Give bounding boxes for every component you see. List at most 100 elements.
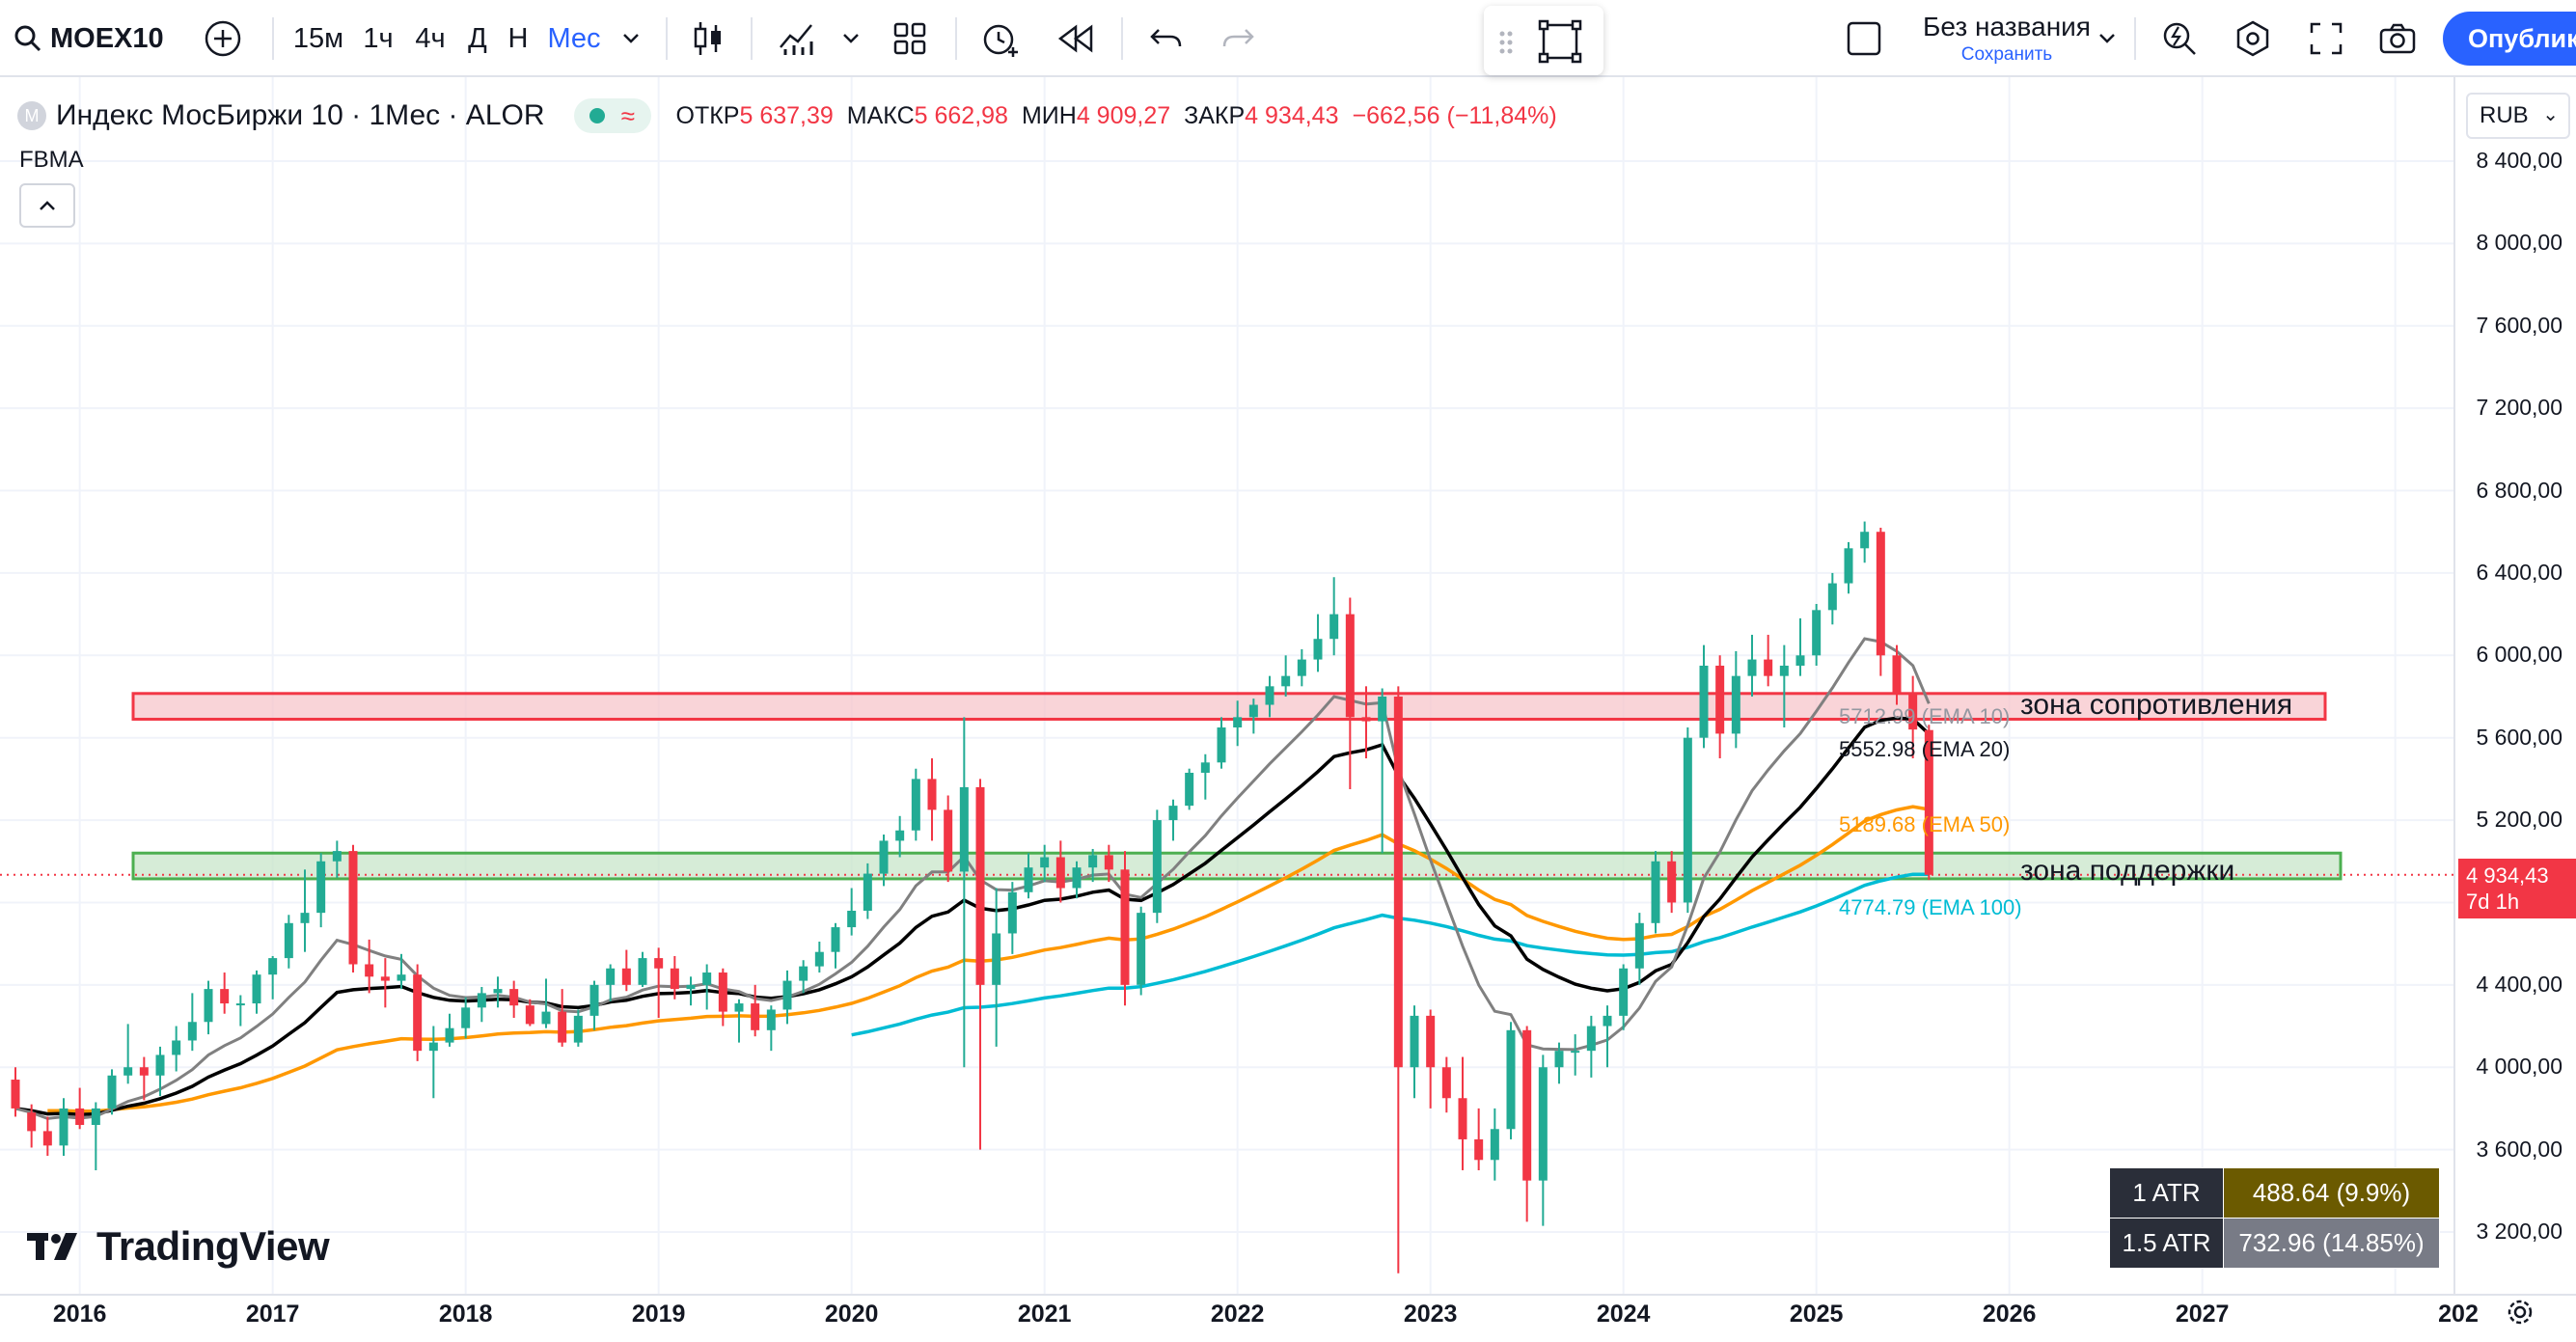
candle-body bbox=[365, 964, 374, 977]
indicators-button[interactable] bbox=[774, 0, 822, 77]
toolbar-separator bbox=[666, 17, 668, 60]
candle-body bbox=[300, 913, 310, 923]
price-chart[interactable] bbox=[0, 77, 2576, 1342]
year-label: 2026 bbox=[1982, 1301, 2037, 1328]
market-status-pill[interactable]: ≈ bbox=[573, 98, 651, 133]
atr-row: 1.5 ATR 732.96 (14.85%) bbox=[2109, 1218, 2440, 1269]
atr-15-key: 1.5 ATR bbox=[2109, 1218, 2224, 1269]
candle-body bbox=[1619, 968, 1629, 1016]
candle-body bbox=[75, 1108, 85, 1125]
tradingview-watermark[interactable]: TradingView bbox=[25, 1223, 330, 1270]
candle-body bbox=[1795, 655, 1805, 666]
low-label: МИН bbox=[1021, 101, 1077, 129]
ema50-line bbox=[47, 805, 1930, 1113]
layout-dropdown[interactable] bbox=[2092, 0, 2123, 77]
fullscreen-button[interactable] bbox=[2302, 0, 2350, 77]
candle-body bbox=[621, 968, 631, 985]
candle-body bbox=[1088, 855, 1098, 868]
candle-body bbox=[493, 989, 503, 994]
chevron-down-icon: ⌄ bbox=[2542, 104, 2559, 125]
resistance-zone-label[interactable]: зона сопротивления bbox=[2020, 689, 2293, 721]
price-axis-label: 4 000,00 bbox=[2476, 1054, 2562, 1080]
hexagon-settings-icon bbox=[2236, 20, 2269, 57]
candle-body bbox=[1120, 869, 1130, 985]
layout-save-block[interactable]: Без названия Сохранить bbox=[1910, 12, 2103, 68]
timeframe-15m[interactable]: 15м bbox=[292, 22, 344, 54]
search-icon bbox=[14, 25, 41, 52]
ema100-label: 4774.79 (EMA 100) bbox=[1839, 895, 2022, 919]
indicators-dropdown[interactable] bbox=[836, 0, 866, 77]
candle-body bbox=[1667, 861, 1677, 903]
candle-body bbox=[1538, 1067, 1548, 1181]
timeframe-day[interactable]: Д bbox=[468, 22, 487, 54]
candle-body bbox=[1040, 857, 1050, 868]
open-value: 5 637,39 bbox=[739, 101, 834, 129]
candle-body bbox=[1764, 659, 1773, 676]
redo-button[interactable] bbox=[1214, 0, 1262, 77]
year-label: 2027 bbox=[2175, 1301, 2230, 1328]
candle-body bbox=[1137, 913, 1146, 985]
candle-body bbox=[380, 976, 390, 981]
undo-button[interactable] bbox=[1142, 0, 1191, 77]
year-label: 2018 bbox=[438, 1301, 493, 1328]
chart-type-button[interactable] bbox=[687, 0, 729, 77]
price-axis-label: 4 400,00 bbox=[2476, 971, 2562, 997]
candle-body bbox=[187, 1022, 197, 1041]
quick-search-button[interactable] bbox=[2155, 0, 2204, 77]
candle-body bbox=[1634, 922, 1644, 969]
publish-button[interactable]: Опубликовать bbox=[2443, 12, 2576, 66]
layout-checkbox[interactable] bbox=[1843, 0, 1885, 77]
alert-button[interactable] bbox=[976, 0, 1025, 77]
atr-row: 1 ATR 488.64 (9.9%) bbox=[2109, 1167, 2440, 1219]
candle-body bbox=[992, 933, 1001, 985]
price-axis-label: 7 600,00 bbox=[2476, 312, 2562, 338]
candle-body bbox=[461, 1007, 471, 1028]
timeframe-dropdown[interactable] bbox=[614, 0, 648, 77]
layout-save-link[interactable]: Сохранить bbox=[1960, 44, 2053, 65]
settings-button[interactable] bbox=[2229, 0, 2277, 77]
timeframe-week[interactable]: Н bbox=[507, 22, 529, 54]
templates-button[interactable] bbox=[886, 0, 934, 77]
legend-collapse-button[interactable] bbox=[19, 183, 75, 228]
support-zone-label[interactable]: зона поддержки bbox=[2020, 855, 2235, 887]
candle-body bbox=[477, 993, 486, 1008]
price-axis-label: 3 200,00 bbox=[2476, 1219, 2562, 1244]
candle-body bbox=[428, 1042, 438, 1052]
candle-body bbox=[1844, 548, 1853, 584]
chevron-down-icon bbox=[2099, 34, 2115, 43]
candle-body bbox=[1297, 659, 1306, 676]
timeframe-4h[interactable]: 4ч bbox=[415, 22, 446, 54]
axis-settings-button[interactable] bbox=[2505, 1297, 2535, 1334]
lightning-search-icon bbox=[2163, 22, 2196, 55]
timeframe-1h[interactable]: 1ч bbox=[363, 22, 394, 54]
currency-selector[interactable]: RUB ⌄ bbox=[2466, 93, 2570, 139]
drag-handle-icon[interactable] bbox=[1497, 29, 1515, 61]
compare-symbol-button[interactable] bbox=[199, 0, 247, 77]
open-label: ОТКР bbox=[675, 101, 740, 129]
candle-body bbox=[654, 958, 664, 969]
chart-legend: M Индекс МосБиржи 10 · 1Мес · ALOR ≈ ОТК… bbox=[17, 93, 1571, 139]
candle-body bbox=[847, 911, 857, 928]
square-icon bbox=[1847, 21, 1881, 56]
candle-body bbox=[1217, 727, 1226, 763]
select-area-icon[interactable] bbox=[1538, 19, 1582, 68]
camera-icon bbox=[2379, 23, 2416, 54]
low-value: 4 909,27 bbox=[1076, 101, 1171, 129]
high-value: 5 662,98 bbox=[914, 101, 1008, 129]
indicator-legend-fbma[interactable]: FBMA bbox=[19, 147, 84, 173]
year-label: 2021 bbox=[1017, 1301, 1072, 1328]
candle-body bbox=[895, 830, 905, 841]
candle-body bbox=[1506, 1029, 1516, 1130]
timeframe-month[interactable]: Мес bbox=[547, 22, 601, 54]
candle-body bbox=[509, 989, 519, 1006]
symbol-search[interactable]: MOEX10 bbox=[14, 0, 168, 77]
candle-body bbox=[1876, 532, 1885, 656]
fullscreen-icon bbox=[2310, 22, 2343, 55]
candle-body bbox=[1168, 806, 1178, 821]
snapshot-button[interactable] bbox=[2373, 0, 2422, 77]
candle-body bbox=[1313, 639, 1323, 660]
replay-button[interactable] bbox=[1052, 0, 1100, 77]
indicators-icon bbox=[780, 24, 813, 55]
legend-title[interactable]: Индекс МосБиржи 10 · 1Мес · ALOR bbox=[56, 99, 545, 131]
price-axis-label: 5 200,00 bbox=[2476, 807, 2562, 833]
